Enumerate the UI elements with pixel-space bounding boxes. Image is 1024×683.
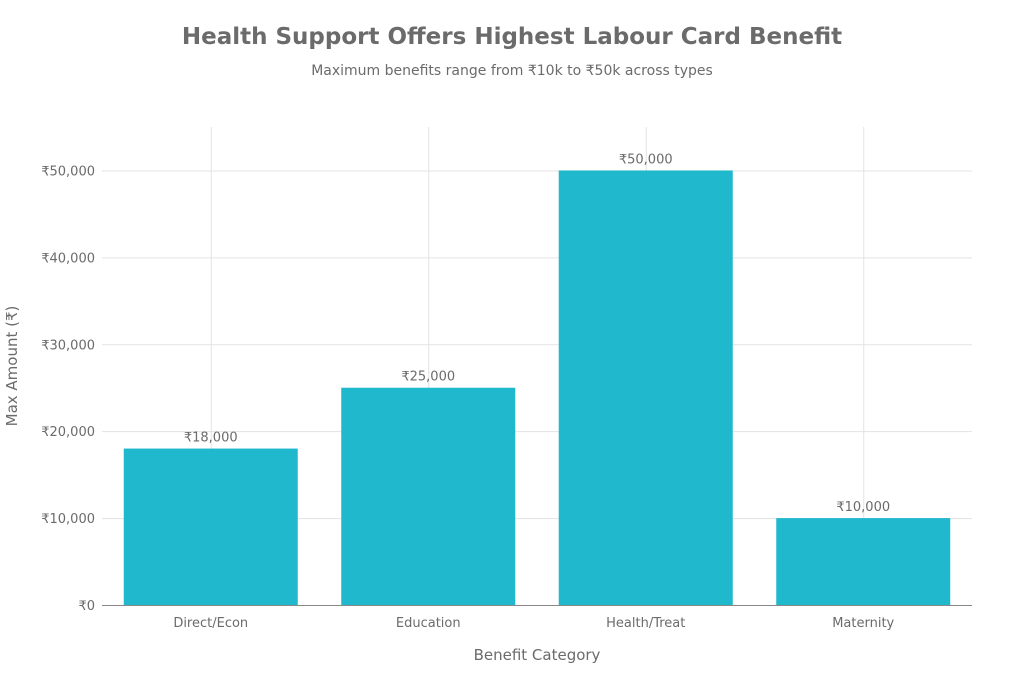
bar-health-treat: [558, 170, 733, 606]
y-tick-label: ₹10,000: [41, 512, 95, 527]
chart-subtitle: Maximum benefits range from ₹10k to ₹50k…: [311, 63, 713, 79]
bars: ₹18,000 ₹25,000 ₹50,000 ₹10,000: [123, 152, 951, 606]
data-label: ₹25,000: [401, 370, 455, 385]
data-label: ₹50,000: [619, 152, 673, 167]
y-tick-label: ₹20,000: [41, 425, 95, 440]
x-tick-label: Direct/Econ: [173, 616, 248, 631]
y-tick-label: ₹50,000: [41, 164, 95, 179]
y-axis-ticks: ₹0 ₹10,000 ₹20,000 ₹30,000 ₹40,000 ₹50,000: [41, 164, 95, 614]
x-tick-label: Education: [396, 616, 461, 631]
data-label: ₹18,000: [184, 431, 238, 446]
x-tick-label: Maternity: [832, 616, 894, 631]
chart-title: Health Support Offers Highest Labour Car…: [182, 24, 842, 50]
gridlines: [102, 127, 972, 605]
y-tick-label: ₹30,000: [41, 338, 95, 353]
y-axis-title: Max Amount (₹): [3, 306, 21, 427]
y-tick-label: ₹0: [78, 599, 95, 614]
y-tick-label: ₹40,000: [41, 251, 95, 266]
bar-direct-econ: [123, 448, 298, 605]
x-tick-label: Health/Treat: [606, 616, 685, 631]
bar-maternity: [776, 518, 951, 605]
x-axis-title: Benefit Category: [474, 646, 601, 664]
bar-education: [341, 387, 516, 605]
data-label: ₹10,000: [836, 500, 890, 515]
x-axis-ticks: Direct/Econ Education Health/Treat Maternit…: [173, 616, 894, 631]
